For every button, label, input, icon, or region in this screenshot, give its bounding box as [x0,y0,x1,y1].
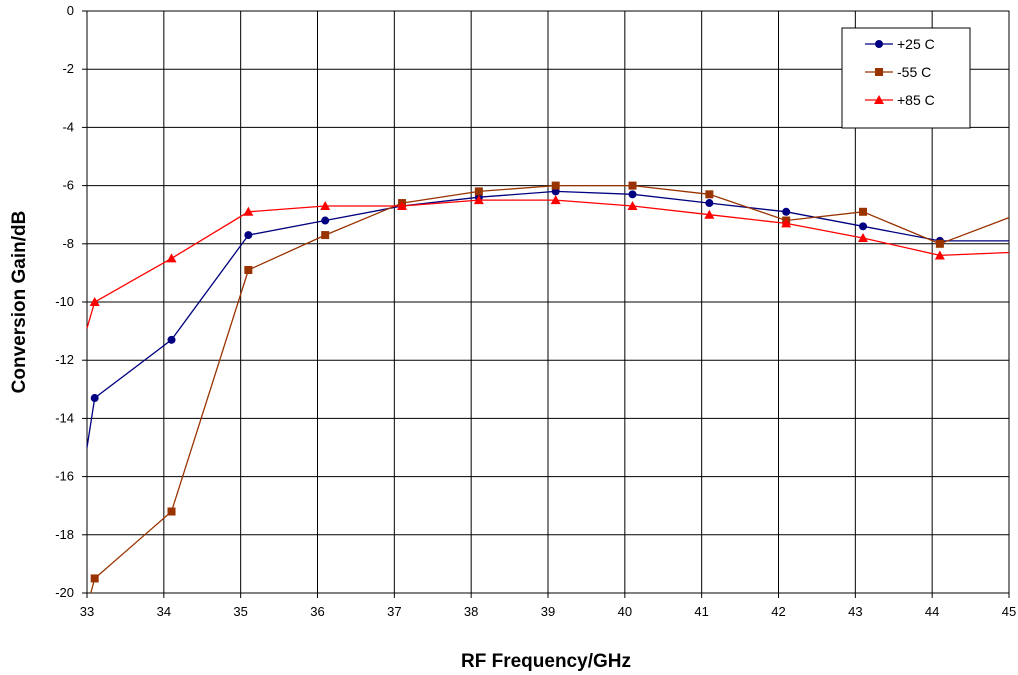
x-tick-label: 45 [1002,604,1016,619]
y-tick-label: -10 [55,294,74,309]
legend-swatch-marker [875,40,883,48]
series-1 [90,181,1010,594]
data-point [244,265,253,274]
x-tick-label: 39 [541,604,555,619]
data-point [167,507,176,516]
y-tick-label: -20 [55,585,74,600]
x-axis-title: RF Frequency/GHz [461,651,631,672]
data-point [782,207,791,216]
data-point [859,222,868,231]
x-tick-label: 38 [464,604,478,619]
legend-swatch-marker [875,68,883,76]
y-tick-label: -18 [55,527,74,542]
data-point [627,200,638,210]
data-point [704,209,715,219]
series-2 [86,195,1010,329]
series-lines [86,181,1010,594]
data-point [550,195,561,205]
data-point [859,207,868,216]
data-point [858,232,869,242]
series-line [86,199,1010,329]
data-point [474,187,483,196]
series-line [86,190,1009,448]
y-tick-labels: 0 -2 -4 -6 -8 -10 -12 -14 -16 -18 -20 [55,3,87,600]
x-tick-label: 43 [848,604,862,619]
data-point [90,574,99,583]
data-point [705,199,714,208]
y-tick-label: -8 [62,236,74,251]
y-tick-label: -16 [55,469,74,484]
data-point [321,216,330,225]
data-point [89,297,100,306]
data-point [935,239,944,248]
data-point [90,394,99,403]
x-tick-label: 41 [694,604,708,619]
x-tick-label: 34 [157,604,171,619]
y-tick-label: -6 [62,178,74,193]
x-tick-label: 35 [233,604,247,619]
data-point [781,218,792,228]
y-axis-title: Conversion Gain/dB [9,211,30,394]
x-tick-label: 33 [80,604,94,619]
series-line [90,184,1010,594]
legend: +25 C -55 C +85 C [841,27,971,129]
x-tick-label: 36 [310,604,324,619]
data-point [320,200,331,210]
data-point [243,206,254,216]
x-tick-labels: 33 34 35 36 37 38 39 40 41 42 43 44 45 [80,593,1016,619]
data-point [167,335,176,344]
x-tick-label: 44 [925,604,939,619]
data-point [397,200,408,210]
data-point [705,190,714,199]
data-point [628,190,637,199]
x-tick-label: 40 [618,604,632,619]
y-tick-label: -12 [55,352,74,367]
legend-label: -55 C [897,64,931,80]
y-tick-label: -2 [62,61,74,76]
legend-swatch-marker [874,95,884,104]
y-tick-label: -14 [55,410,74,425]
y-tick-label: -4 [62,119,74,134]
data-point [473,195,484,205]
x-tick-label: 37 [387,604,401,619]
data-point [166,253,177,263]
grid-lines [86,10,1010,594]
legend-label: +85 C [897,92,935,108]
data-point [244,231,253,240]
data-point [628,181,637,190]
y-tick-label: 0 [67,3,74,18]
legend-box [841,27,971,129]
data-point [551,181,560,190]
data-point [321,231,330,240]
x-tick-label: 42 [771,604,785,619]
legend-label: +25 C [897,36,935,52]
data-point [934,250,945,260]
